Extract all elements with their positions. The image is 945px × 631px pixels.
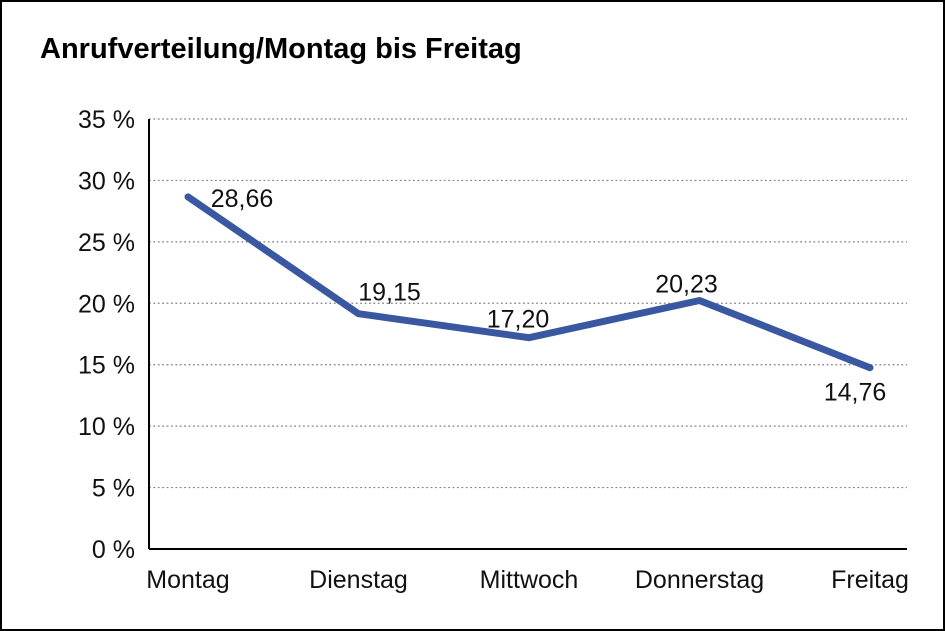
data-point-label: 17,20 [487, 306, 550, 334]
x-category-label: Mittwoch [480, 566, 579, 594]
x-category-label: Dienstag [309, 566, 408, 594]
data-point-label: 28,66 [211, 185, 274, 213]
y-tick-label: 15 % [78, 352, 135, 380]
data-series-line [184, 193, 874, 372]
y-tick-label: 35 % [78, 106, 135, 134]
data-point-label: 20,23 [655, 270, 718, 298]
y-tick-label: 10 % [78, 413, 135, 441]
x-category-label: Donnerstag [635, 566, 764, 594]
chart-title: Anrufverteilung/Montag bis Freitag [40, 33, 522, 65]
y-tick-label: 0 % [92, 536, 135, 564]
y-tick-label: 30 % [78, 167, 135, 195]
data-point-label: 19,15 [358, 279, 421, 307]
x-category-label: Montag [146, 566, 229, 594]
y-tick-label: 20 % [78, 290, 135, 318]
y-tick-label: 5 % [92, 475, 135, 503]
y-tick-label: 25 % [78, 229, 135, 257]
x-category-label: Freitag [831, 566, 909, 594]
data-point-label: 14,76 [824, 379, 887, 407]
